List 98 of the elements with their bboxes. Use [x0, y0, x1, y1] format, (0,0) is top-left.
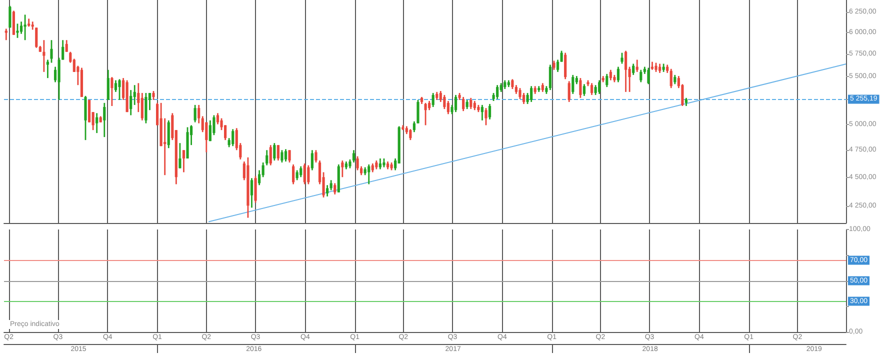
- candlestick: [110, 76, 114, 107]
- candlestick: [140, 92, 144, 122]
- candlestick: [250, 177, 254, 208]
- candlestick: [582, 83, 586, 97]
- candlestick: [616, 66, 620, 83]
- candlestick: [224, 124, 227, 141]
- candlestick: [446, 100, 450, 115]
- candlestick: [428, 100, 431, 111]
- candlestick: [636, 59, 638, 73]
- candlestick: [556, 59, 560, 73]
- candlestick: [462, 96, 465, 112]
- candlestick: [106, 69, 110, 101]
- candlestick: [609, 69, 612, 81]
- candlestick: [590, 82, 594, 96]
- candlestick: [133, 84, 136, 106]
- candlestick: [167, 120, 170, 149]
- candlestick: [130, 89, 132, 116]
- candlestick: [50, 39, 53, 64]
- candlestick: [424, 102, 427, 126]
- candlestick: [164, 118, 166, 176]
- candlestick: [640, 69, 642, 83]
- candlestick: [670, 68, 672, 89]
- candlestick: [564, 52, 567, 80]
- candlestick: [273, 142, 276, 162]
- candlestick: [314, 149, 318, 164]
- candlestick: [620, 52, 624, 64]
- candlestick: [88, 99, 91, 123]
- candlestick: [114, 80, 118, 93]
- candlestick: [178, 142, 182, 169]
- candlestick: [326, 184, 329, 198]
- candlestick: [530, 85, 533, 103]
- candlestick: [409, 128, 412, 141]
- candlestick: [198, 104, 200, 124]
- candlestick: [572, 74, 574, 95]
- candlestick: [303, 162, 306, 185]
- candlestick: [454, 94, 458, 113]
- candlestick: [674, 74, 676, 85]
- candlestick: [330, 179, 332, 191]
- candlestick: [12, 10, 16, 36]
- candlestick: [84, 95, 87, 141]
- candlestick: [470, 97, 472, 110]
- candlestick: [484, 107, 488, 126]
- candlestick: [20, 20, 23, 35]
- candlestick: [284, 148, 288, 162]
- candlestick: [658, 63, 662, 74]
- candlestick: [352, 149, 356, 164]
- candlestick: [65, 39, 68, 53]
- candlestick: [16, 22, 19, 39]
- candlestick: [518, 87, 522, 100]
- candlestick: [307, 164, 310, 185]
- candlestick: [334, 182, 336, 196]
- candlestick: [356, 156, 359, 171]
- candlestick: [522, 92, 526, 105]
- candlestick: [598, 80, 601, 95]
- candlestick: [496, 84, 499, 100]
- candlestick: [654, 62, 658, 73]
- candlestick: [624, 50, 628, 93]
- candlestick: [144, 92, 148, 124]
- candlestick: [4, 28, 8, 41]
- candlestick: [103, 102, 106, 138]
- candlestick: [96, 112, 98, 134]
- candlestick: [254, 175, 257, 204]
- candlestick: [488, 103, 492, 120]
- candlestick: [378, 158, 382, 170]
- candlestick: [480, 104, 484, 122]
- candlestick: [548, 64, 552, 91]
- candlestick: [232, 128, 234, 147]
- candlestick: [511, 78, 514, 90]
- candlestick: [560, 50, 563, 62]
- candlestick: [292, 164, 295, 185]
- candlestick: [276, 144, 280, 162]
- candlestick: [552, 60, 556, 71]
- candlestick: [24, 14, 26, 41]
- candlestick: [647, 67, 650, 85]
- candlestick: [288, 149, 291, 164]
- candlestick: [118, 78, 121, 101]
- candlestick: [432, 92, 434, 108]
- candlestick: [182, 149, 186, 173]
- candlestick: [300, 166, 302, 178]
- candlestick: [579, 77, 582, 99]
- candlestick: [8, 5, 12, 28]
- candlestick: [194, 104, 196, 123]
- candlestick: [310, 149, 314, 171]
- candlestick: [341, 160, 344, 178]
- candlestick: [258, 170, 261, 186]
- candlestick: [269, 144, 272, 166]
- candlestick: [216, 112, 220, 125]
- candlestick: [296, 170, 298, 181]
- candlestick: [632, 63, 635, 76]
- candlestick: [473, 100, 476, 111]
- candlestick: [594, 84, 597, 96]
- candlestick: [208, 120, 212, 142]
- candlestick: [280, 149, 284, 164]
- candlestick: [42, 39, 46, 73]
- candlestick: [466, 99, 468, 110]
- candlestick: [443, 94, 446, 110]
- candlestick: [568, 80, 570, 103]
- candlestick: [606, 73, 608, 88]
